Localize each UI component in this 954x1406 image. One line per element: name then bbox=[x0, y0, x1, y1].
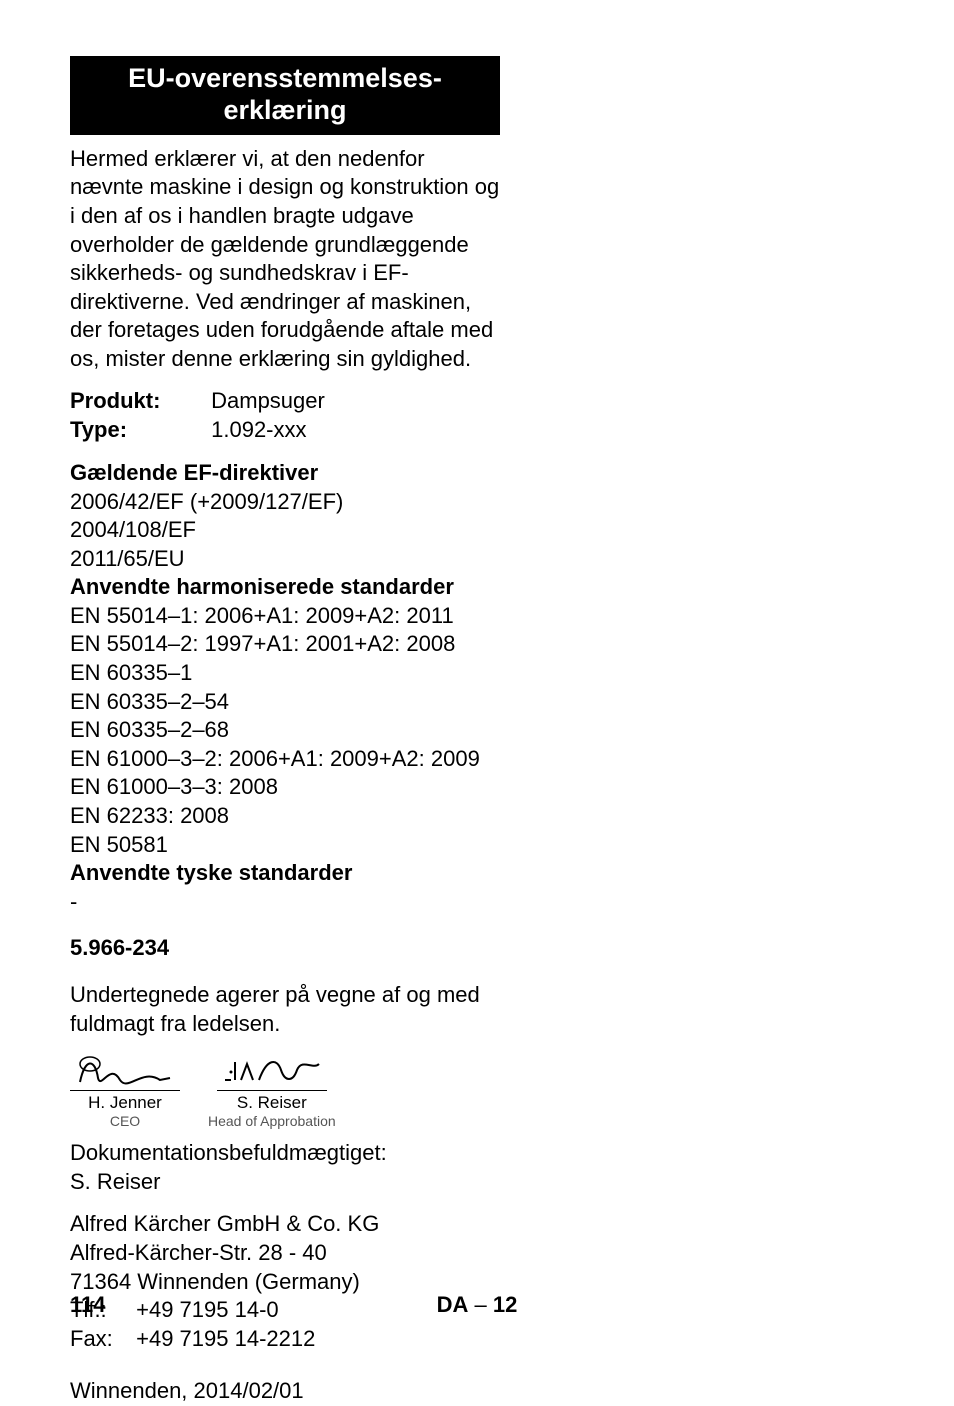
footer-page-num: 12 bbox=[493, 1292, 517, 1317]
list-item: EN 61000–3–3: 2008 bbox=[70, 773, 500, 802]
product-label: Produkt: bbox=[70, 386, 205, 416]
address-block: Alfred Kärcher GmbH & Co. KG Alfred-Kärc… bbox=[70, 1210, 500, 1353]
signer-title: CEO bbox=[110, 1113, 140, 1129]
doc-authorised-name: S. Reiser bbox=[70, 1168, 500, 1197]
authorisation-text: Undertegnede agerer på vegne af og med f… bbox=[70, 981, 500, 1038]
list-item: EN 61000–3–2: 2006+A1: 2009+A2: 2009 bbox=[70, 745, 500, 774]
signature-1: H. Jenner CEO bbox=[70, 1050, 180, 1129]
signatures-block: H. Jenner CEO S. Reiser Head of Approbat… bbox=[70, 1050, 500, 1129]
street: Alfred-Kärcher-Str. 28 - 40 bbox=[70, 1239, 500, 1268]
list-item: EN 50581 bbox=[70, 831, 500, 860]
place-date: Winnenden, 2014/02/01 bbox=[70, 1377, 500, 1406]
list-item: EN 62233: 2008 bbox=[70, 802, 500, 831]
type-label: Type: bbox=[70, 415, 205, 445]
signature-scribble-icon bbox=[70, 1050, 180, 1092]
fax-value: +49 7195 14-2212 bbox=[136, 1326, 315, 1351]
list-item: EN 60335–2–54 bbox=[70, 688, 500, 717]
harmonised-list: EN 55014–1: 2006+A1: 2009+A2: 2011 EN 55… bbox=[70, 602, 500, 859]
footer-page-left: 114 bbox=[70, 1292, 106, 1318]
fax-label: Fax: bbox=[70, 1325, 130, 1354]
directives-heading: Gældende EF-direktiver bbox=[70, 459, 500, 488]
national-heading: Anvendte tyske standarder bbox=[70, 859, 500, 888]
section-title: EU-overensstemmelses- erklæring bbox=[70, 56, 500, 135]
list-item: EN 55014–2: 1997+A1: 2001+A2: 2008 bbox=[70, 630, 500, 659]
list-item: EN 60335–1 bbox=[70, 659, 500, 688]
doc-authorised-block: Dokumentationsbefuldmægtiget: S. Reiser bbox=[70, 1139, 500, 1196]
product-value: Dampsuger bbox=[211, 388, 325, 413]
footer-dash: – bbox=[468, 1292, 492, 1317]
directives-list: 2006/42/EF (+2009/127/EF) 2004/108/EF 20… bbox=[70, 488, 500, 574]
page: EU-overensstemmelses- erklæring Hermed e… bbox=[0, 0, 954, 1354]
title-line-2: erklæring bbox=[74, 94, 496, 126]
title-line-1: EU-overensstemmelses- bbox=[74, 62, 496, 94]
signer-title: Head of Approbation bbox=[208, 1113, 336, 1129]
signature-2: S. Reiser Head of Approbation bbox=[208, 1050, 336, 1129]
intro-paragraph: Hermed erklærer vi, at den nedenfor nævn… bbox=[70, 145, 500, 374]
list-item: 2011/65/EU bbox=[70, 545, 500, 574]
type-value: 1.092-xxx bbox=[211, 417, 306, 442]
document-number: 5.966-234 bbox=[70, 934, 500, 963]
left-column: EU-overensstemmelses- erklæring Hermed e… bbox=[70, 56, 500, 1406]
list-item: 2006/42/EF (+2009/127/EF) bbox=[70, 488, 500, 517]
list-item: EN 55014–1: 2006+A1: 2009+A2: 2011 bbox=[70, 602, 500, 631]
signature-scribble-icon bbox=[217, 1050, 327, 1092]
page-footer: 114 DA – 12 bbox=[70, 1292, 884, 1318]
signer-name: S. Reiser bbox=[237, 1093, 307, 1113]
footer-lang: DA bbox=[437, 1292, 469, 1317]
doc-authorised-label: Dokumentationsbefuldmægtiget: bbox=[70, 1139, 500, 1168]
national-dash: - bbox=[70, 888, 500, 917]
signer-name: H. Jenner bbox=[88, 1093, 162, 1113]
footer-center: DA – 12 bbox=[437, 1292, 518, 1318]
product-type-block: Produkt: Dampsuger Type: 1.092-xxx bbox=[70, 386, 500, 445]
list-item: 2004/108/EF bbox=[70, 516, 500, 545]
list-item: EN 60335–2–68 bbox=[70, 716, 500, 745]
harmonised-heading: Anvendte harmoniserede standarder bbox=[70, 573, 500, 602]
company-name: Alfred Kärcher GmbH & Co. KG bbox=[70, 1210, 500, 1239]
